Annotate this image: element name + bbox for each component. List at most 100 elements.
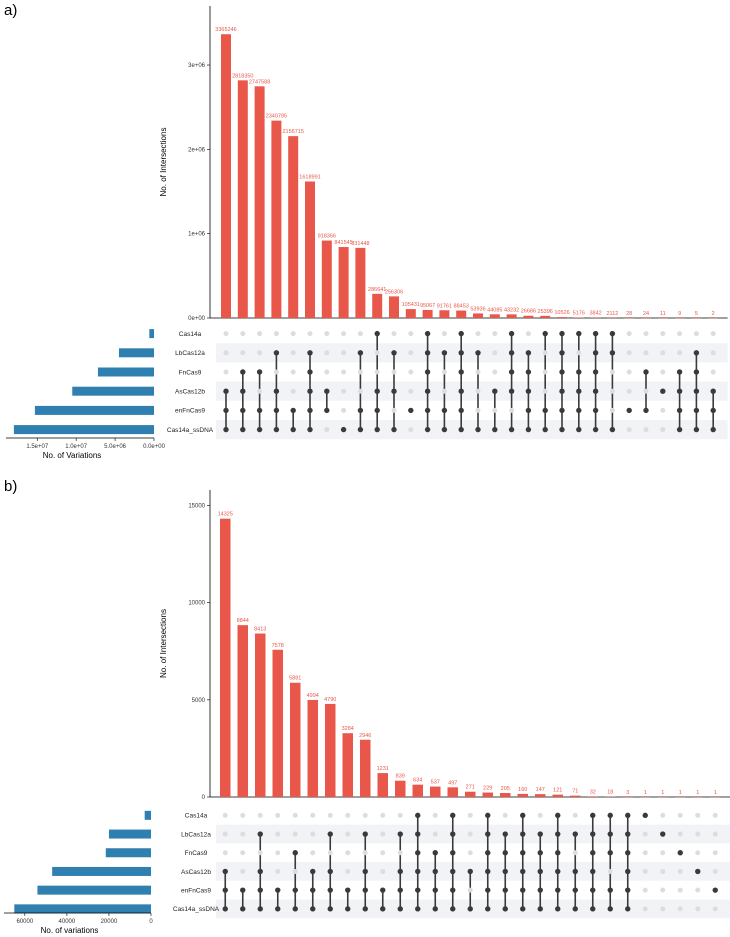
p2-set-size-bar [108,829,151,839]
p1-set-name: FnCas9 [179,369,202,376]
p1-matrix-dot-filled [290,426,296,433]
p2-bar-value-label: 71 [572,789,578,795]
p1-set-size-bar [34,405,154,415]
p2-matrix-dot-filled [590,850,596,856]
p2-bar-value-label: 8413 [254,627,266,633]
p1-matrix-dot-empty [441,388,447,394]
p2-matrix-dot-empty [642,868,648,874]
p1-matrix-dot-empty [374,369,380,375]
p2-matrix-dot-filled [502,906,508,912]
p1-matrix-dot-empty [475,407,481,413]
p1-matrix-dot-empty [374,350,380,356]
p2-set-name: Cas14a_ssDNA [173,906,220,913]
p1-matrix-dot-filled [676,426,683,433]
p1-matrix-dot-empty [710,331,716,337]
p2-set-axis-title: No. of variations [41,926,99,935]
p2-matrix-dot-empty [397,812,403,818]
p2-bar [237,625,248,797]
p1-matrix-dot-filled [374,426,380,433]
p2-matrix-dot-empty [222,812,228,818]
p2-bar-value-label: 2946 [359,733,371,739]
p2-y-tick-label: 10000 [188,601,205,607]
p2-matrix-dot-empty [397,850,403,856]
p2-matrix-dot-empty [240,850,246,856]
p2-matrix-dot-empty [362,850,368,856]
p2-matrix-dot-filled [502,887,508,893]
p1-matrix-dot-filled [223,407,229,414]
p2-matrix-dot-empty [345,812,351,818]
p2-bar-value-label: 3284 [342,726,354,732]
p1-matrix-dot-filled [307,407,313,414]
p1-bar [321,240,332,318]
p2-matrix-dot-empty [502,812,508,818]
p2-bar-value-label: 32 [590,789,596,795]
p2-bar-value-label: 147 [536,787,545,793]
p1-matrix-dot-filled [710,407,716,414]
p1-matrix-dot-filled [542,330,548,337]
p2-bar-value-label: 8844 [237,618,249,624]
p1-matrix-dot-filled [475,426,481,433]
p2-matrix-dot-filled [397,906,403,912]
p2-matrix-dot-filled [537,831,543,837]
p1-y-tick-label: 2e+06 [188,147,206,153]
p1-bar-value-label: 24 [643,311,649,317]
p2-matrix-dot-filled [450,868,456,875]
p2-matrix-dot-filled [345,887,351,893]
p1-matrix-dot-empty [609,407,615,413]
p1-bar [254,86,265,319]
p2-matrix-dot-filled [607,831,613,837]
p1-matrix-dot-filled [458,369,464,375]
p1-matrix-dot-empty [643,350,649,356]
p2-set-tick-label: 40000 [59,919,76,925]
p2-matrix-dot-filled [397,887,403,893]
p2-matrix-dot-filled [520,906,526,912]
p2-matrix-dot-empty [572,850,578,856]
p2-matrix-dot-filled [415,906,421,912]
p1-bar [422,309,433,318]
p2-matrix-dot-filled [590,831,596,837]
p2-bar-value-label: 229 [483,786,492,792]
p1-matrix-dot-filled [508,350,515,356]
p2-set-name: FnCas9 [185,850,208,857]
p2-bar-value-label: 839 [396,774,405,780]
p2-matrix-dot-filled [450,906,456,912]
p1-matrix-dot-filled [256,369,263,375]
p2-set-name: AsCas12b [181,869,211,876]
p1-matrix-dot-empty [677,350,683,356]
p1-bar [271,120,282,318]
p2-matrix-dot-filled [257,868,263,875]
p1-matrix-dot-empty [357,388,363,394]
p1-matrix-dot-filled [240,426,246,433]
p1-matrix-dot-filled [408,407,414,414]
p1-matrix-dot-empty [408,350,414,356]
p2-matrix-dot-filled [590,812,596,819]
p1-matrix-dot-filled [576,426,582,433]
p2-matrix-dot-filled [327,887,333,893]
p1-bar-value-label: 43232 [504,307,519,313]
p1-matrix-dot-empty [626,369,632,375]
p1-matrix-dot-filled [626,407,632,414]
p2-matrix-dot-filled [275,906,281,912]
p2-matrix-dot-empty [275,812,281,818]
p2-matrix-dot-empty [327,850,333,856]
p1-y-tick-label: 1e+06 [188,232,206,238]
p2-set-tick-label: 20000 [101,919,118,925]
p1-set-name: enFnCas9 [175,408,205,415]
p1-bar-value-label: 841545 [334,240,352,246]
p2-bar [430,786,441,797]
p1-matrix-dot-filled [559,407,565,414]
p1-matrix-dot-empty [324,331,330,337]
p2-y-tick-label: 5000 [192,698,206,704]
p1-matrix-dot-filled [542,426,548,433]
p1-matrix-dot-filled [609,330,616,337]
p2-matrix-dot-filled [520,831,526,837]
p1-bar-value-label: 95067 [420,303,435,309]
p2-matrix-dot-empty [222,831,228,837]
p1-matrix-dot-filled [508,369,515,375]
p1-matrix-dot-filled [273,350,280,356]
p2-matrix-dot-filled [415,887,421,893]
p2-matrix-dot-filled [625,812,631,819]
p1-matrix-dot-filled [592,426,599,433]
p2-matrix-dot-empty [677,812,683,818]
p1-matrix-dot-filled [357,350,364,356]
